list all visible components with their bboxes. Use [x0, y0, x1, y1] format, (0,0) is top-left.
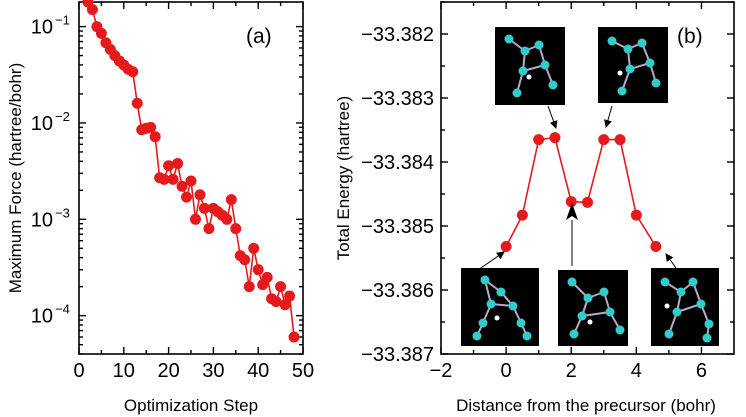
panel-b-frame — [440, 1, 735, 355]
b-data-point — [516, 209, 528, 221]
a-data-point — [198, 202, 210, 214]
b-data-point — [614, 134, 626, 146]
b-x-tick-label: 0 — [501, 360, 512, 382]
panel-b-x-axis-label: Distance from the precursor (bohr) — [456, 396, 716, 415]
a-x-tick-label: 10 — [113, 360, 135, 382]
b-data-point — [650, 240, 662, 252]
panel-b-series — [500, 132, 662, 252]
a-data-point — [185, 175, 197, 187]
panel-a-series — [82, 0, 300, 343]
panel-a-y-axis-label: Maximum Force (hartree/bohr) — [6, 63, 25, 294]
final-structure-inset — [651, 268, 719, 346]
b-data-point — [533, 134, 545, 146]
a-data-point — [149, 131, 161, 143]
a-y-tick-label: 10 — [31, 113, 53, 135]
a-data-point — [230, 223, 242, 235]
panel-a: 0 10 20 30 40 50 10−110−210−310−4 (a) Optimiz… — [6, 0, 314, 415]
a-data-point — [176, 180, 188, 192]
a-y-tick-exponent: −2 — [55, 109, 70, 124]
panel-b-y-axis-label: Total Energy (hartree) — [334, 96, 353, 260]
a-data-point — [288, 331, 300, 343]
a-data-point — [167, 173, 179, 185]
transition-state-1-arrow — [547, 105, 558, 129]
final-arrow — [665, 253, 677, 269]
a-x-tick-label: 40 — [247, 360, 269, 382]
a-y-tick-label: 10 — [31, 17, 53, 39]
a-data-point — [158, 173, 170, 185]
a-data-point — [127, 66, 139, 78]
a-data-point — [131, 97, 143, 109]
a-data-point — [225, 194, 237, 206]
b-y-tick-label: −33.387 — [361, 344, 434, 366]
panel-b: −2 0 2 4 6 −33.382−33.383−33.384−33.385−33.3… — [334, 1, 735, 415]
a-data-point — [203, 223, 215, 235]
panel-a-y-ticks: 10−110−210−310−4 — [31, 13, 303, 355]
transition-state-2-arrow — [604, 105, 613, 128]
b-y-tick-label: −33.385 — [361, 216, 434, 238]
b-data-point — [549, 132, 561, 144]
b-x-tick-label: −2 — [430, 360, 453, 382]
a-data-point — [248, 242, 260, 254]
a-data-point — [163, 160, 175, 172]
a-x-tick-label: 50 — [292, 360, 314, 382]
a-y-tick-exponent: −3 — [55, 205, 70, 220]
a-data-point — [181, 191, 193, 203]
a-data-point — [194, 189, 206, 201]
a-data-point — [284, 290, 296, 302]
a-y-tick-label: 10 — [31, 209, 53, 231]
panel-b-x-ticks: −2 0 2 4 6 — [430, 2, 707, 382]
panel-a-x-axis-label: Optimization Step — [124, 396, 258, 415]
panel-a-label: (a) — [246, 25, 272, 48]
b-data-point — [598, 134, 610, 146]
panel-b-y-ticks: −33.382 −33.383 −33.384 −33.385 −33.386 −33.3… — [361, 1, 734, 366]
a-y-tick-exponent: −4 — [55, 302, 70, 317]
a-x-tick-label: 30 — [202, 360, 224, 382]
a-data-point — [86, 4, 98, 16]
a-data-point — [172, 157, 184, 169]
a-data-point — [279, 299, 291, 311]
a-y-tick-label: 10 — [31, 306, 53, 328]
b-series-line — [505, 136, 657, 247]
a-data-point — [221, 213, 233, 225]
a-data-point — [189, 213, 201, 225]
b-x-tick-label: 6 — [696, 360, 707, 382]
a-data-point — [261, 271, 273, 283]
precursor-structure-inset — [461, 268, 539, 346]
b-x-tick-label: 2 — [566, 360, 577, 382]
a-data-point — [243, 281, 255, 293]
transition-state-1-structure-inset — [495, 27, 565, 105]
b-data-point — [565, 196, 577, 208]
b-data-point — [582, 196, 593, 208]
b-data-point — [630, 209, 642, 221]
b-y-tick-label: −33.382 — [361, 24, 434, 46]
a-data-point — [270, 296, 282, 308]
b-x-tick-label: 4 — [631, 360, 642, 382]
transition-state-2-structure-inset — [598, 27, 668, 103]
intermediate-structure-inset — [558, 270, 628, 346]
a-data-point — [145, 121, 157, 133]
a-data-point — [275, 281, 287, 293]
a-y-tick-exponent: −1 — [55, 13, 70, 28]
b-data-point — [500, 240, 512, 252]
a-data-point — [95, 27, 107, 39]
b-y-tick-label: −33.386 — [361, 280, 434, 302]
panel-a-x-ticks: 0 10 20 30 40 50 — [73, 2, 314, 382]
a-x-tick-label: 20 — [157, 360, 179, 382]
a-data-point — [239, 254, 251, 266]
b-y-tick-label: −33.384 — [361, 152, 434, 174]
a-x-tick-label: 0 — [73, 360, 84, 382]
panel-b-label: (b) — [677, 25, 703, 48]
a-data-point — [252, 264, 264, 276]
b-y-tick-label: −33.383 — [361, 88, 434, 110]
precursor-arrow — [477, 251, 505, 271]
